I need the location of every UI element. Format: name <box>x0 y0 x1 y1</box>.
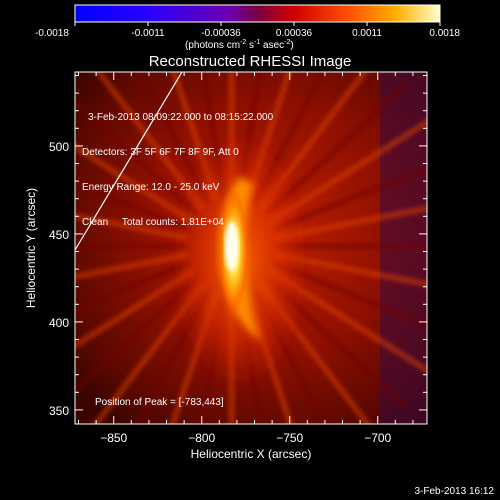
colorbar <box>75 5 440 22</box>
y-tick-label: 350 <box>49 404 69 418</box>
info-line-counts: Clean Total counts: 1.81E+04 <box>82 216 224 228</box>
streak <box>75 268 195 350</box>
streak <box>75 212 188 241</box>
y-tick-label: 450 <box>49 228 69 242</box>
colorbar-tick-label: -0.0011 <box>131 28 165 39</box>
colorbar-tick-label: 0.00036 <box>276 28 313 39</box>
colorbar-tick-label: -0.0018 <box>35 28 69 39</box>
streak <box>75 260 191 313</box>
colorbar-tick-label: 0.0011 <box>352 28 382 39</box>
colorbar-frame <box>74 4 441 23</box>
colorbar-tick-label: -0.00036 <box>201 28 241 39</box>
streak <box>75 143 195 225</box>
x-axis-label: Heliocentric X (arcsec) <box>191 447 312 461</box>
footer-date: 3-Feb-2013 16:12 <box>414 486 494 497</box>
peak-marker <box>224 221 239 272</box>
y-tick-label: 400 <box>49 316 69 330</box>
colorbar-units: (photons cm-2 s-1 asec-2) <box>185 39 294 51</box>
x-tick-label: −700 <box>364 431 391 445</box>
peak-position-label: Position of Peak = [-783,443] <box>95 397 224 408</box>
streak <box>75 180 191 233</box>
info-line-energy: Energy Range: 12.0 - 25.0 keV <box>82 181 220 193</box>
observation-info: 3-Feb-2013 08:09:22.000 to 08:15:22.000 … <box>82 89 273 240</box>
x-tick-label: −750 <box>276 431 303 445</box>
colorbar-tick-label: 0.0018 <box>429 28 460 39</box>
colorbar-ticks: -0.0018 -0.0011 -0.00036 0.00036 0.0011 0.001… <box>35 4 460 39</box>
y-axis: 350 400 450 500 <box>49 75 427 418</box>
y-tick-label: 500 <box>49 140 69 154</box>
streak <box>94 72 206 211</box>
x-axis: −850 −800 −750 −700 <box>78 72 414 445</box>
y-axis-label: Heliocentric Y (arcsec) <box>24 188 38 308</box>
plot-frame <box>74 71 428 425</box>
x-tick-label: −800 <box>188 431 215 445</box>
chart-title: Reconstructed RHESSI Image <box>148 53 352 70</box>
x-tick-label: −850 <box>100 431 127 445</box>
streak <box>75 97 200 217</box>
info-line-detectors: Detectors: 3F 5F 6F 7F 8F 9F, Att 0 <box>82 146 239 158</box>
streak <box>75 251 188 280</box>
heatmap-image <box>75 72 427 424</box>
limb-line <box>75 72 183 251</box>
info-line-time: 3-Feb-2013 08:09:22.000 to 08:15:22.000 <box>88 112 274 124</box>
